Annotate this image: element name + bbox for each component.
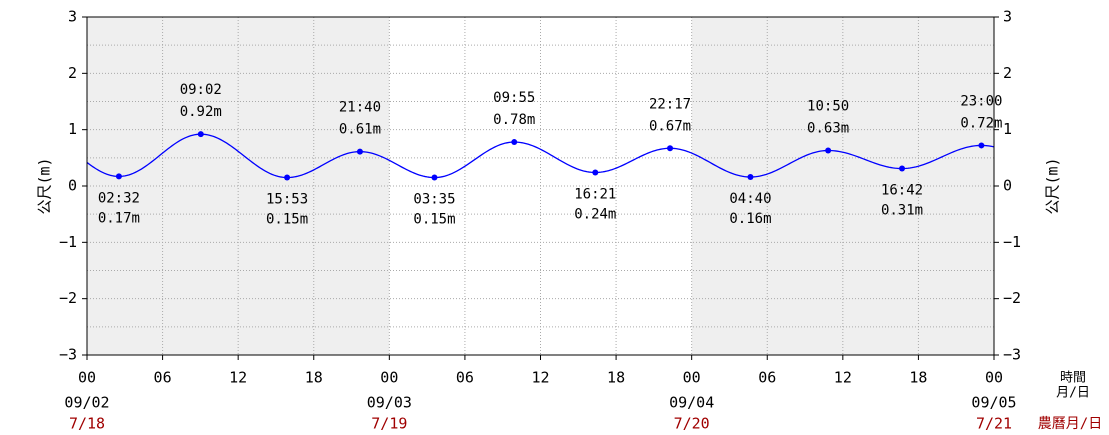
value-label: 0.61m: [339, 122, 381, 138]
tide-point: [747, 174, 753, 180]
time-label: 03:35: [413, 192, 455, 208]
value-label: 0.72m: [960, 115, 1002, 131]
tide-point: [592, 169, 598, 175]
y2-tick-label: 2: [1003, 64, 1012, 82]
x-tick-label: 00: [78, 369, 96, 387]
date-label: 09/05: [971, 394, 1016, 412]
y-tick-label: 2: [68, 64, 77, 82]
y2-tick-label: 0: [1003, 177, 1012, 195]
value-label: 0.24m: [574, 206, 616, 222]
time-label: 02:32: [98, 190, 140, 206]
y-axis-label: 公尺(m): [36, 157, 54, 214]
tide-point: [198, 131, 204, 137]
value-label: 0.63m: [807, 121, 849, 137]
tide-point: [899, 166, 905, 172]
y2-tick-label: −2: [1003, 289, 1021, 307]
y-tick-label: 3: [68, 8, 77, 26]
value-label: 0.92m: [180, 104, 222, 120]
tide-point: [511, 139, 517, 145]
y-tick-label: 0: [68, 177, 77, 195]
time-label: 10:50: [807, 99, 849, 115]
chart: 公尺(m) 公尺(m) 時間 月/日 農曆月/日 −3−2−10123−3−2−…: [0, 0, 1109, 435]
x-tick-label: 18: [909, 369, 927, 387]
x-label-lunar: 農曆月/日: [1038, 416, 1102, 432]
value-label: 0.16m: [729, 211, 771, 227]
date-label: 09/02: [64, 394, 109, 412]
tide-point: [978, 142, 984, 148]
x-tick-label: 00: [985, 369, 1003, 387]
time-label: 15:53: [266, 192, 308, 208]
lunar-date-label: 7/21: [976, 415, 1012, 433]
value-label: 0.31m: [881, 203, 923, 219]
x-label-date: 月/日: [1056, 386, 1090, 401]
y2-tick-label: −1: [1003, 233, 1021, 251]
tide-point: [284, 175, 290, 181]
value-label: 0.15m: [266, 212, 308, 228]
x-label-time: 時間: [1060, 371, 1086, 386]
time-label: 16:21: [574, 186, 616, 202]
tide-point: [431, 175, 437, 181]
value-label: 0.15m: [413, 212, 455, 228]
time-label: 16:42: [881, 183, 923, 199]
time-label: 09:55: [493, 90, 535, 106]
tide-point: [116, 173, 122, 179]
date-label: 09/03: [367, 394, 412, 412]
value-label: 0.17m: [98, 210, 140, 226]
time-label: 22:17: [649, 96, 691, 112]
x-tick-label: 18: [305, 369, 323, 387]
y-tick-label: −2: [59, 289, 77, 307]
date-label: 09/04: [669, 394, 714, 412]
lunar-date-label: 7/19: [371, 415, 407, 433]
page: 公尺(m) 公尺(m) 時間 月/日 農曆月/日 −3−2−10123−3−2−…: [0, 0, 1109, 435]
x-tick-label: 18: [607, 369, 625, 387]
time-label: 09:02: [180, 82, 222, 98]
x-tick-label: 06: [456, 369, 474, 387]
value-label: 0.67m: [649, 118, 691, 134]
y-tick-label: −3: [59, 346, 77, 364]
x-tick-label: 06: [154, 369, 172, 387]
tide-point: [357, 149, 363, 155]
lunar-date-label: 7/18: [69, 415, 105, 433]
x-tick-label: 06: [758, 369, 776, 387]
time-label: 04:40: [729, 191, 771, 207]
y2-tick-label: 1: [1003, 120, 1012, 138]
x-tick-label: 00: [683, 369, 701, 387]
time-label: 23:00: [960, 93, 1002, 109]
y2-tick-label: −3: [1003, 346, 1021, 364]
x-tick-label: 12: [834, 369, 852, 387]
x-tick-label: 12: [531, 369, 549, 387]
tide-point: [825, 148, 831, 154]
time-label: 21:40: [339, 100, 381, 116]
x-tick-label: 00: [380, 369, 398, 387]
y2-axis-label: 公尺(m): [1044, 157, 1062, 214]
value-label: 0.78m: [493, 112, 535, 128]
x-tick-label: 12: [229, 369, 247, 387]
y2-tick-label: 3: [1003, 8, 1012, 26]
lunar-date-label: 7/20: [674, 415, 710, 433]
y-tick-label: 1: [68, 120, 77, 138]
tide-point: [667, 145, 673, 151]
y-tick-label: −1: [59, 233, 77, 251]
